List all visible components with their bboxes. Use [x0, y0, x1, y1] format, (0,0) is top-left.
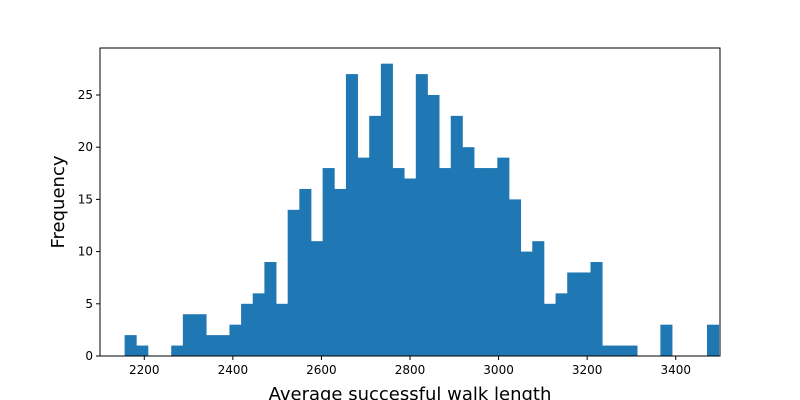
- y-tick-label: 20: [78, 140, 93, 154]
- histogram-bar: [194, 314, 207, 356]
- histogram-bar: [287, 209, 300, 356]
- histogram-bar: [404, 178, 417, 356]
- y-tick-label: 25: [78, 88, 93, 102]
- histogram-bar: [602, 345, 615, 356]
- histogram-bar: [532, 241, 545, 356]
- x-tick-label: 2800: [395, 363, 426, 377]
- histogram-bar: [590, 262, 603, 356]
- histogram-bar: [380, 63, 393, 357]
- x-tick-label: 2400: [218, 363, 249, 377]
- histogram-bar: [427, 94, 440, 357]
- histogram-bar: [660, 324, 673, 356]
- y-tick-label: 15: [78, 192, 93, 206]
- x-axis-ticks: 2200 2400 2600 2800 3000 3200 3400: [129, 356, 691, 377]
- histogram-bar: [345, 74, 358, 357]
- y-axis-ticks: 0 5 10 15 20 25: [78, 88, 100, 363]
- histogram-bar: [462, 147, 475, 356]
- x-tick-label: 2200: [129, 363, 160, 377]
- histogram-bar: [229, 324, 242, 356]
- histogram-bar: [310, 241, 324, 356]
- histogram-bar: [543, 303, 556, 356]
- histogram-bar: [357, 157, 370, 356]
- histogram-bar: [450, 115, 463, 356]
- histogram-bar: [578, 272, 591, 356]
- histogram-bar: [474, 168, 487, 356]
- histogram-bar: [625, 345, 638, 356]
- histogram-bar: [415, 74, 428, 357]
- histogram-bar: [706, 324, 720, 356]
- y-tick-label: 5: [85, 297, 93, 311]
- histogram-bar: [369, 115, 382, 356]
- x-tick-label: 3000: [483, 363, 514, 377]
- histogram-bar: [276, 303, 289, 356]
- histogram-bar: [171, 345, 184, 356]
- histogram-bar: [217, 335, 230, 356]
- x-tick-label: 3200: [572, 363, 603, 377]
- histogram-bar: [264, 262, 277, 356]
- histogram-bar: [241, 303, 254, 356]
- y-tick-label: 0: [85, 349, 93, 363]
- histogram-bar: [555, 293, 568, 356]
- histogram-bar: [136, 345, 149, 356]
- histogram-bar: [334, 188, 347, 356]
- y-axis-label: Frequency: [48, 155, 69, 248]
- histogram-bars: [124, 63, 720, 357]
- histogram-bar: [299, 188, 312, 356]
- histogram-bar: [485, 168, 498, 356]
- histogram-bar: [520, 251, 533, 356]
- histogram-bar: [392, 168, 405, 356]
- x-tick-label: 3400: [660, 363, 691, 377]
- histogram-bar: [567, 272, 580, 356]
- histogram-bar: [322, 168, 335, 356]
- histogram-bar: [439, 168, 452, 356]
- histogram-bar: [613, 345, 626, 356]
- histogram-bar: [508, 199, 522, 356]
- y-tick-label: 10: [78, 245, 93, 259]
- x-axis-label: Average successful walk length: [269, 384, 552, 400]
- histogram-bar: [182, 314, 195, 356]
- histogram-bar: [124, 335, 137, 356]
- x-tick-label: 2600: [306, 363, 337, 377]
- histogram-bar: [252, 293, 265, 356]
- histogram-bar: [206, 335, 219, 356]
- histogram-bar: [497, 157, 510, 356]
